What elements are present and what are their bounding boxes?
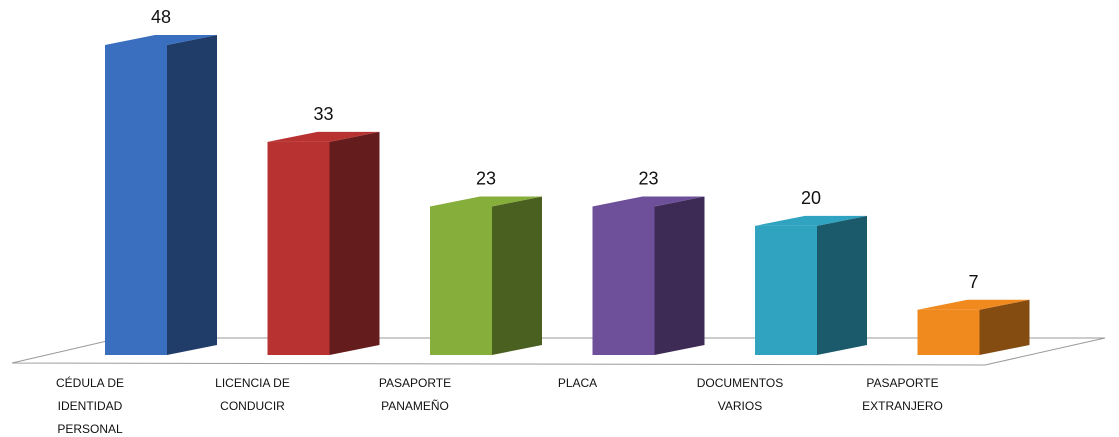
x-tick-label: LICENCIA DE CONDUCIR (215, 376, 290, 413)
value-label: 23 (638, 168, 658, 188)
x-tick-label: PASAPORTE EXTRANJERO (862, 376, 943, 413)
bar (755, 215, 867, 355)
bar-front (917, 309, 980, 355)
bar-top (267, 131, 380, 142)
value-label: 33 (313, 104, 333, 124)
bar-side (654, 196, 705, 355)
bar (592, 196, 705, 355)
bar-top (917, 299, 1030, 310)
bar (105, 35, 217, 355)
x-tick-label: PLACA (557, 376, 598, 390)
bar (267, 131, 380, 355)
value-label: 23 (476, 168, 496, 188)
value-label: 48 (151, 7, 171, 27)
bar (917, 299, 1030, 355)
x-tick-label: PASAPORTE PANAMEÑO (378, 376, 452, 413)
bar-side (979, 299, 1030, 355)
bar-side (329, 131, 380, 355)
bar-top (592, 196, 705, 207)
bar-top (430, 196, 542, 207)
x-tick-label: CÉDULA DE IDENTIDAD PERSONAL (55, 376, 125, 436)
bar-top (105, 35, 217, 45)
bar-front (267, 141, 330, 355)
bar-side (817, 215, 867, 355)
bar-front (755, 225, 817, 355)
bar-top (755, 215, 867, 226)
bar-side (492, 196, 542, 355)
bar (430, 196, 542, 355)
value-label: 20 (801, 188, 821, 208)
bar-front (592, 206, 655, 355)
x-tick-label: DOCUMENTOS VARIOS (696, 376, 784, 413)
bar-front (105, 45, 167, 355)
bar-side (167, 35, 217, 355)
value-label: 7 (968, 272, 978, 292)
bar-front (430, 206, 492, 355)
